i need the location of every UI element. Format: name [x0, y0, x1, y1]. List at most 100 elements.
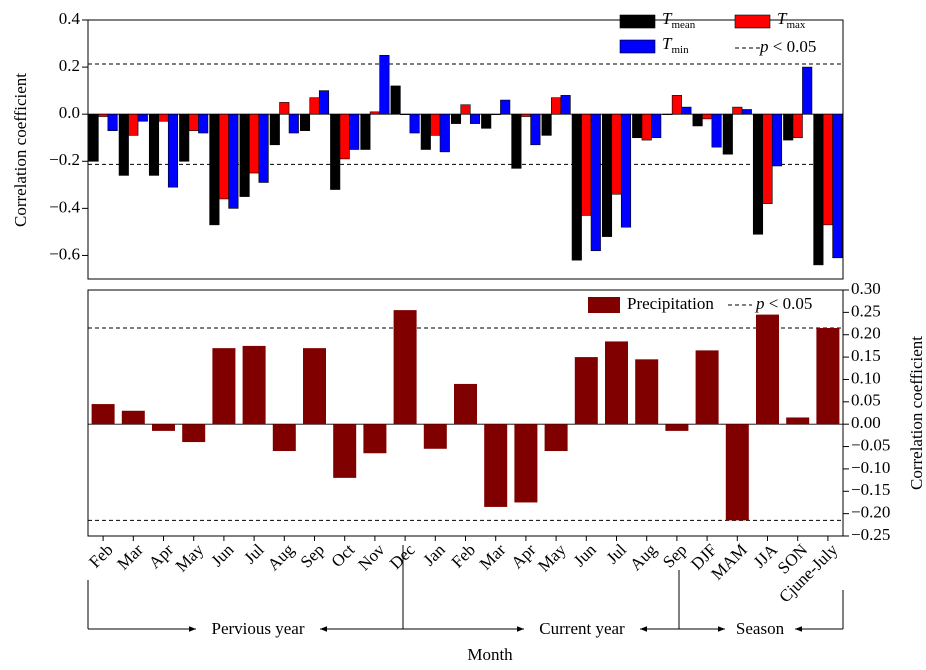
y-tick-label: −0.15 [851, 480, 890, 499]
bar [711, 113, 722, 148]
bar [681, 106, 692, 115]
bar [786, 417, 810, 425]
x-tick-label: Aug [264, 540, 298, 574]
bar [605, 341, 628, 425]
bar [420, 113, 431, 150]
bar [551, 97, 562, 115]
x-tick-label: May [534, 540, 570, 576]
period-brackets [87, 545, 844, 632]
y-tick-label: 0.30 [851, 279, 881, 298]
bar [430, 113, 441, 136]
bar [783, 113, 794, 141]
x-tick-label: Feb [85, 540, 116, 571]
bar [514, 424, 538, 503]
bar [641, 113, 652, 141]
bar [258, 113, 269, 183]
y-tick-label: 0.15 [851, 346, 881, 365]
bar [560, 95, 571, 115]
bar [369, 111, 380, 115]
y-tick-label: 0.4 [59, 9, 81, 28]
legend-swatch [619, 14, 656, 29]
annotation: Current year [539, 619, 625, 638]
bar [239, 113, 250, 197]
x-tick-label: Dec [386, 540, 419, 573]
bar [832, 113, 843, 259]
legend-label: Tmean [662, 9, 696, 31]
bar [802, 66, 813, 115]
y-axis-title: Correlation coefficient [907, 336, 926, 490]
bar [813, 113, 824, 266]
y-tick-label: 0.25 [851, 301, 881, 320]
bar [333, 424, 357, 478]
bar [762, 113, 773, 204]
bar [363, 424, 387, 454]
bar [722, 113, 733, 155]
bar [158, 113, 169, 122]
bar [98, 113, 109, 117]
bar [741, 109, 752, 115]
legend-label: Tmax [777, 9, 806, 31]
bar [665, 424, 689, 431]
bar [212, 348, 236, 425]
bar [571, 113, 582, 261]
bar [490, 113, 501, 115]
x-tick-label: Jun [570, 540, 600, 570]
bar [822, 113, 833, 226]
x-tick-label: Aug [626, 540, 660, 574]
y-tick-label: 0.00 [851, 413, 881, 432]
bar [484, 424, 508, 507]
bar [349, 113, 360, 150]
legend-label: p < 0.05 [755, 294, 812, 313]
x-tick-label: Oct [327, 540, 358, 571]
bar [450, 113, 462, 124]
y-tick-label: −0.6 [49, 244, 80, 263]
bar [188, 113, 199, 131]
bar [182, 424, 206, 443]
y-tick-label: 0.2 [59, 56, 80, 75]
bar [581, 113, 592, 216]
bar [121, 410, 145, 425]
x-tick-label: Apr [507, 540, 539, 572]
x-tick-label: Jun [207, 540, 237, 570]
bar [209, 113, 220, 226]
legend-label: Tmin [662, 34, 689, 56]
x-tick-label: Jul [240, 540, 268, 568]
bar [469, 113, 481, 124]
y-tick-label: 0.10 [851, 368, 881, 387]
y-tick-label: −0.05 [851, 435, 890, 454]
bar [128, 113, 139, 136]
bar [218, 113, 229, 200]
bar [541, 113, 552, 136]
x-tick-label: Sep [297, 540, 328, 571]
bar [179, 113, 190, 162]
bar [635, 359, 659, 425]
bar [500, 99, 511, 115]
plot-frame [87, 19, 844, 280]
bar [702, 113, 713, 120]
legend-swatch [734, 14, 771, 29]
legend-swatch [588, 297, 620, 313]
bar [88, 113, 99, 162]
y-tick-label: 0.20 [851, 324, 881, 343]
x-tick-label: Jul [603, 540, 631, 568]
y-tick-label: 0.0 [59, 103, 80, 122]
bar [771, 113, 783, 167]
x-tick-label: Nov [354, 540, 388, 574]
bar [409, 113, 420, 134]
bar [671, 95, 682, 115]
bar [242, 345, 266, 425]
bar [118, 113, 129, 176]
y-tick-label: −0.2 [49, 150, 80, 169]
bar [792, 113, 803, 139]
bar [620, 113, 632, 228]
bar [269, 113, 280, 146]
legend-swatch [619, 39, 656, 54]
bar [393, 310, 417, 425]
x-tick-label: Sep [659, 540, 690, 571]
bar [511, 113, 522, 169]
bar [303, 348, 326, 425]
bar [152, 424, 175, 431]
bar [481, 113, 492, 129]
bar [423, 424, 447, 449]
x-tick-label: May [172, 540, 208, 576]
